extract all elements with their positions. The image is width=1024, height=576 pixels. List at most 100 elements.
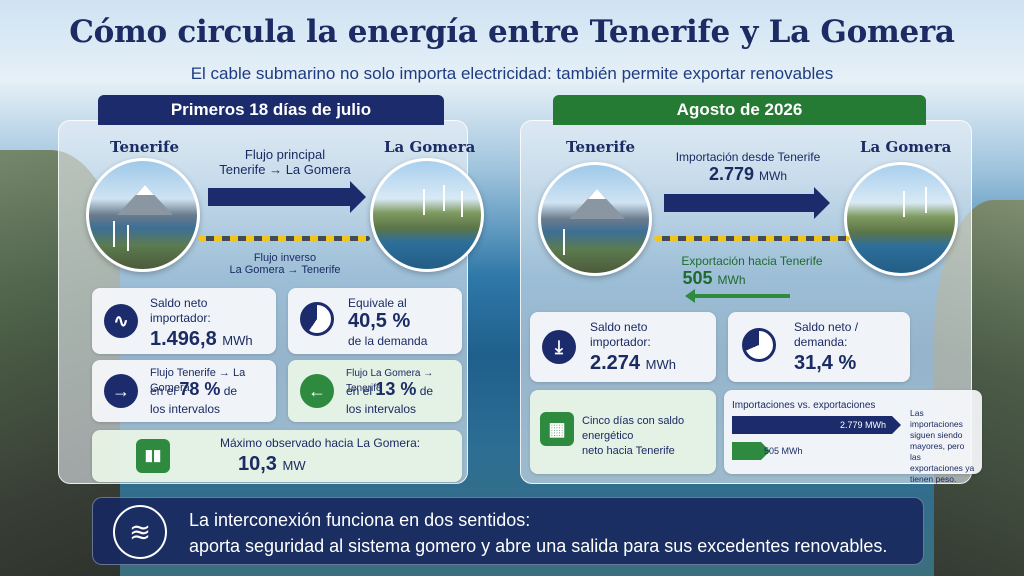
export-bar xyxy=(732,442,770,460)
five-days-text: Cinco días con saldo energético neto hac… xyxy=(582,414,716,459)
submarine-cable-right xyxy=(654,236,850,241)
reverse-share-value: 13 % xyxy=(375,379,417,399)
inverse-flow-line2: La Gomera → Tenerife xyxy=(229,264,341,276)
main-flow-line2: Tenerife → La Gomera xyxy=(219,162,351,177)
download-icon: ⤓ xyxy=(542,330,576,364)
page-title: Cómo circula la energía entre Tenerife y… xyxy=(69,14,955,50)
max-flow-number: 10,3 xyxy=(238,453,277,475)
right-gomera-label: La Gomera xyxy=(860,138,952,156)
august-header: Agosto de 2026 xyxy=(553,95,926,125)
main-flow-label: Flujo principal Tenerife → La Gomera xyxy=(210,147,360,177)
submarine-cable-left xyxy=(198,236,370,241)
july-header: Primeros 18 días de julio xyxy=(98,95,444,125)
right-net-import-card: ⤓ Saldo neto importador: 2.274 MWh xyxy=(530,312,716,382)
wave-hand-icon: ≋ xyxy=(113,505,167,559)
teide-peak xyxy=(569,189,625,219)
import-arrow xyxy=(664,187,830,219)
export-label: Exportación hacia Tenerife xyxy=(681,254,823,268)
export-unit: MWh xyxy=(717,273,746,287)
export-arrow xyxy=(685,289,790,303)
import-value: 2.779 MWh xyxy=(660,164,836,185)
main-flow-arrow xyxy=(208,181,366,213)
demand-share-suffix: de la demanda xyxy=(348,334,428,348)
conclusion-banner: ≋ La interconexión funciona en dos senti… xyxy=(92,497,924,565)
inverse-flow-line1: Flujo inverso xyxy=(253,252,317,264)
main-flow-line1: Flujo principal xyxy=(244,147,326,162)
pie-chart-icon xyxy=(300,302,334,336)
net-import-value: 1.496,8 MWh xyxy=(150,328,253,351)
net-import-label: Saldo neto importador: xyxy=(150,296,211,326)
right-net-import-unit: MWh xyxy=(645,357,676,372)
forward-share-card: → Flujo Tenerife → La Gomera en el 78 % … xyxy=(92,360,276,422)
right-net-import-label1: Saldo neto xyxy=(590,320,648,334)
conclusion-line1: La interconexión funciona en dos sentido… xyxy=(189,510,531,530)
tenerife-photo xyxy=(86,158,200,272)
bar-chart-icon: ▮▮ xyxy=(136,439,170,473)
net-demand-card: Saldo neto / demanda: 31,4 % xyxy=(728,312,910,382)
comparison-note: Las importaciones siguen siendo mayores,… xyxy=(910,408,975,484)
turbine xyxy=(563,229,565,255)
right-net-import-label2: importador: xyxy=(590,335,651,349)
max-flow-value: 10,3 MW xyxy=(238,453,306,476)
inverse-flow-label: Flujo inverso La Gomera → Tenerife xyxy=(210,252,360,276)
export-bar-label: 505 MWh xyxy=(764,446,803,456)
reverse-share-label: Flujo La Gomera → Tenerife xyxy=(346,368,434,394)
turbine xyxy=(461,191,463,217)
comparison-card: Importaciones vs. exportaciones 2.779 MW… xyxy=(724,390,982,484)
demand-share-value: 40,5 % xyxy=(348,310,411,332)
left-tenerife-label: Tenerife xyxy=(110,138,180,156)
forward-share-line: en el 78 % de xyxy=(150,379,237,399)
tenerife-photo-august xyxy=(538,162,652,276)
forward-share-prefix: en el xyxy=(150,384,177,398)
turbine xyxy=(443,185,445,211)
turbine xyxy=(423,189,425,215)
arrow-left-icon: ← xyxy=(300,374,334,408)
five-days-card: ▦ Cinco días con saldo energético neto h… xyxy=(530,390,716,474)
pie-chart-icon xyxy=(742,328,776,362)
demand-share-label: Equivale al xyxy=(348,296,407,310)
max-flow-label: Máximo observado hacia La Gomera: xyxy=(220,436,421,450)
five-days-line1: Cinco días con saldo energético xyxy=(582,415,685,442)
net-import-unit: MWh xyxy=(222,333,253,348)
max-flow-card: ▮▮ Máximo observado hacia La Gomera: 10,… xyxy=(92,430,462,482)
five-days-line2: neto hacia Tenerife xyxy=(582,445,675,457)
import-bar: 2.779 MWh xyxy=(732,416,901,434)
reverse-share-line: en el 13 % de xyxy=(346,379,434,399)
reverse-share-prefix: en el xyxy=(346,384,373,398)
reverse-share-suffix: de xyxy=(419,384,434,398)
comparison-title: Importaciones vs. exportaciones xyxy=(732,400,876,411)
left-gomera-label: La Gomera xyxy=(384,138,476,156)
right-net-import-value: 2.274 MWh xyxy=(590,352,676,375)
import-unit: MWh xyxy=(759,169,788,183)
right-net-import-number: 2.274 xyxy=(590,352,641,374)
page-subtitle: El cable submarino no solo importa elect… xyxy=(190,64,834,83)
turbine xyxy=(925,187,927,213)
calendar-icon: ▦ xyxy=(540,412,574,446)
forward-share-value: 78 % xyxy=(179,379,221,399)
right-net-import-label: Saldo neto importador: xyxy=(590,320,651,350)
net-demand-label2: demanda: xyxy=(794,335,848,349)
export-value: 505 MWh xyxy=(664,268,764,289)
gomera-photo-august xyxy=(844,162,958,276)
teide-peak xyxy=(117,185,173,215)
arrow-right-icon: → xyxy=(104,374,138,408)
export-number: 505 xyxy=(682,268,713,288)
conclusion-line2: aporta seguridad al sistema gomero y abr… xyxy=(189,536,888,556)
net-demand-label: Saldo neto / demanda: xyxy=(794,320,858,350)
demand-share-card: Equivale al 40,5 % de la demanda xyxy=(288,288,462,354)
import-number: 2.779 xyxy=(708,164,755,184)
net-demand-value: 31,4 % xyxy=(794,352,857,374)
net-import-label2: importador: xyxy=(150,311,211,325)
net-import-number: 1.496,8 xyxy=(150,328,217,350)
import-label: Importación desde Tenerife xyxy=(675,150,821,164)
reverse-share-card: ← Flujo La Gomera → Tenerife en el 13 % … xyxy=(288,360,462,422)
turbine xyxy=(113,221,115,247)
left-net-import-card: ∿ Saldo neto importador: 1.496,8 MWh xyxy=(92,288,276,354)
import-bar-label: 2.779 MWh xyxy=(839,420,886,430)
net-import-label1: Saldo neto xyxy=(150,296,208,310)
turbine xyxy=(903,191,905,217)
max-flow-unit: MW xyxy=(282,458,306,473)
right-tenerife-label: Tenerife xyxy=(566,138,636,156)
forward-share-label: Flujo Tenerife → La Gomera xyxy=(150,367,246,394)
net-demand-label1: Saldo neto / xyxy=(794,320,859,334)
